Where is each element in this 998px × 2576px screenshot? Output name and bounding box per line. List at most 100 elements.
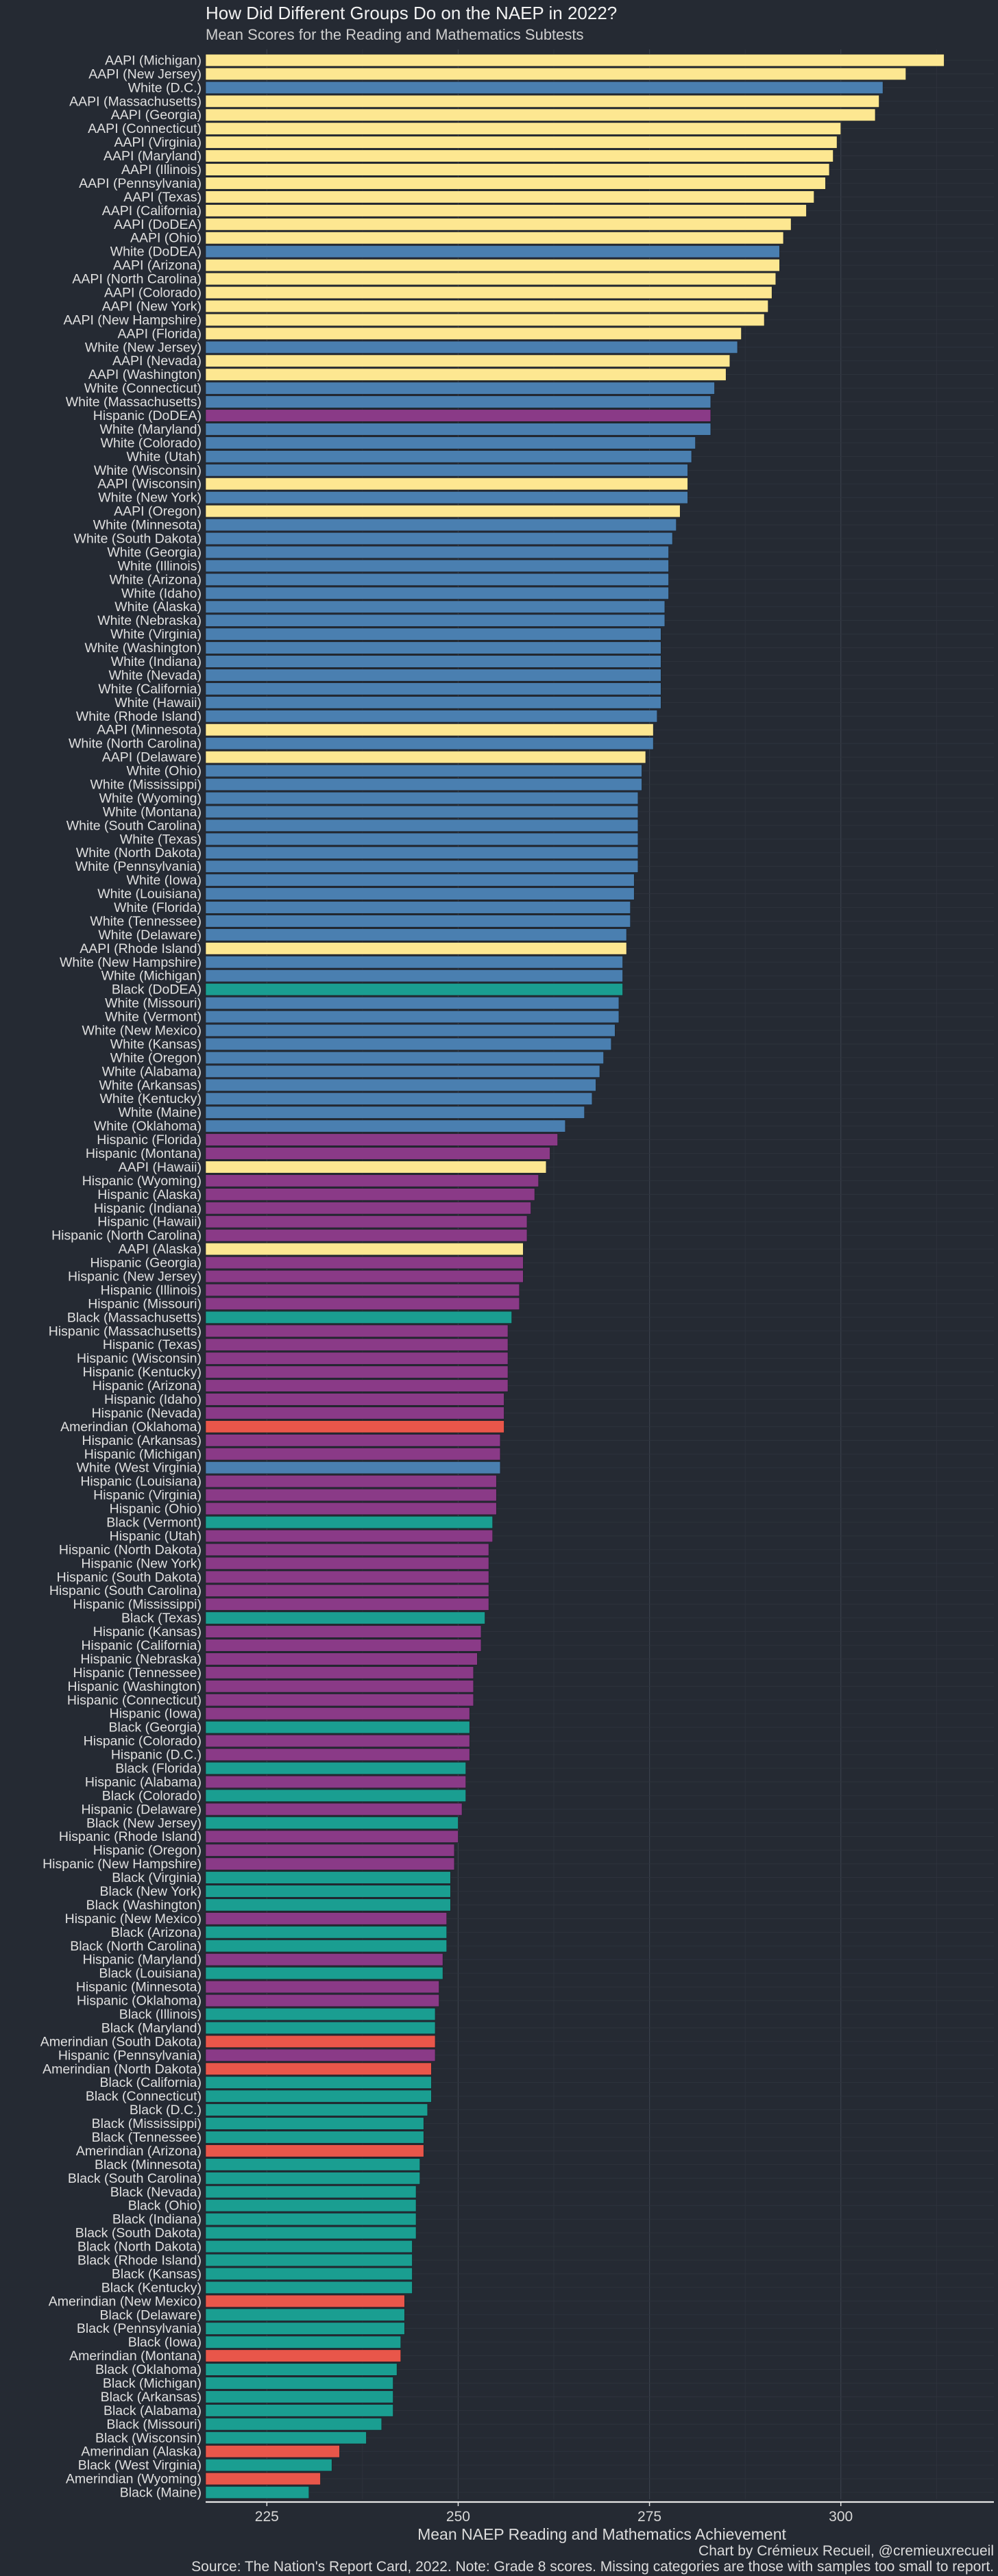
bar	[205, 1926, 447, 1939]
x-tick-label: 275	[637, 2509, 661, 2525]
category-label: Black (Alabama)	[104, 2403, 202, 2418]
category-label: White (Virginia)	[110, 627, 202, 642]
bar	[205, 2418, 382, 2431]
bar	[205, 1844, 455, 1857]
chart-source: Source: The Nation's Report Card, 2022. …	[191, 2559, 994, 2575]
x-axis: 225 250 275 300	[206, 2501, 994, 2525]
bar	[205, 764, 642, 778]
bar	[205, 1666, 474, 1679]
bar	[205, 2404, 393, 2417]
category-label: AAPI (New Jersey)	[88, 66, 202, 82]
chart-title: How Did Different Groups Do on the NAEP …	[206, 3, 618, 23]
bar	[205, 1147, 550, 1160]
bar	[205, 1680, 474, 1693]
bar	[205, 2117, 424, 2130]
category-label: Black (Ohio)	[128, 2199, 202, 2214]
category-label: AAPI (Wisconsin)	[97, 477, 202, 492]
bar	[205, 108, 876, 121]
category-label: White (Minnesota)	[93, 518, 202, 533]
category-label: Black (Georgia)	[109, 1720, 202, 1735]
category-label: White (Connecticut)	[84, 381, 202, 396]
category-label: Amerindian (Oklahoma)	[60, 1420, 202, 1435]
bar	[205, 505, 681, 518]
category-label: Hispanic (Georgia)	[90, 1256, 202, 1271]
bar	[205, 2281, 413, 2294]
category-label: White (Oregon)	[110, 1050, 202, 1065]
category-label: AAPI (Washington)	[88, 367, 202, 382]
bar	[205, 1489, 497, 1502]
bar	[205, 1324, 509, 1337]
bar	[205, 327, 742, 340]
bar	[205, 1106, 585, 1119]
category-label: Hispanic (North Dakota)	[59, 1542, 202, 1557]
bar	[205, 1570, 489, 1583]
bar	[205, 1789, 466, 1802]
category-label: AAPI (Florida)	[118, 326, 202, 341]
bars	[205, 53, 945, 2499]
category-label: Black (Mississippi)	[92, 2116, 202, 2131]
category-label: Hispanic (New Jersey)	[68, 1270, 202, 1285]
category-label: Hispanic (Kentucky)	[83, 1365, 202, 1380]
category-label: Amerindian (Alaska)	[81, 2444, 202, 2460]
bar	[205, 1229, 528, 1242]
bar	[205, 2431, 367, 2444]
bar	[205, 1051, 604, 1064]
category-label: Black (Florida)	[115, 1761, 202, 1776]
bar	[205, 2336, 402, 2349]
category-label: Hispanic (Michigan)	[84, 1447, 202, 1462]
category-label: White (D.C.)	[128, 80, 202, 95]
bar	[205, 1981, 439, 1994]
bar	[205, 177, 826, 190]
category-label: Amerindian (New Mexico)	[49, 2294, 202, 2309]
bar	[205, 997, 620, 1010]
bar	[205, 737, 654, 750]
bar	[205, 2459, 332, 2472]
bar	[205, 1092, 593, 1105]
bar	[205, 1748, 470, 1761]
bar	[205, 1202, 531, 1215]
category-label: Hispanic (New Hampshire)	[42, 1857, 202, 1872]
category-label: Hispanic (DoDEA)	[93, 408, 202, 423]
category-label: AAPI (Maryland)	[104, 149, 202, 164]
category-label: Black (Nevada)	[110, 2185, 202, 2200]
category-label: Black (Connecticut)	[86, 2089, 202, 2104]
bar	[205, 1761, 466, 1775]
bar	[205, 915, 631, 928]
bar	[205, 2240, 413, 2253]
bar	[205, 1611, 485, 1624]
bar	[205, 1420, 504, 1433]
bar	[205, 2048, 436, 2061]
category-label: White (Kansas)	[110, 1037, 202, 1052]
category-label: Black (North Dakota)	[77, 2240, 202, 2255]
bar	[205, 696, 661, 709]
bar	[205, 1297, 520, 1310]
bar	[205, 136, 838, 149]
category-label: Hispanic (Maryland)	[83, 1953, 202, 1968]
category-label: AAPI (Nevada)	[112, 354, 202, 369]
category-label: Amerindian (South Dakota)	[40, 2034, 202, 2049]
bar	[205, 1475, 497, 1488]
category-label: Black (Maryland)	[101, 2020, 202, 2035]
bar	[205, 1515, 493, 1529]
category-label: Black (Kentucky)	[101, 2280, 202, 2295]
bar	[205, 832, 639, 845]
category-label: White (Montana)	[103, 804, 202, 819]
bar	[205, 218, 792, 231]
category-label: Hispanic (Indiana)	[94, 1201, 202, 1216]
category-label: Hispanic (Tennessee)	[73, 1665, 202, 1681]
bar	[205, 2390, 393, 2403]
category-label: Black (Oklahoma)	[95, 2362, 202, 2377]
bar	[205, 354, 731, 367]
bar	[205, 2172, 420, 2185]
category-label: Hispanic (Washington)	[68, 1679, 202, 1694]
bar	[205, 1912, 447, 1925]
category-label: Hispanic (Florida)	[97, 1132, 202, 1148]
bar	[205, 600, 666, 613]
bar	[205, 313, 765, 326]
bar	[205, 67, 906, 80]
category-label: Black (South Carolina)	[68, 2171, 202, 2186]
bar	[205, 2131, 424, 2144]
bar	[205, 545, 669, 559]
category-label: White (Ohio)	[127, 764, 202, 779]
bar	[205, 2062, 432, 2075]
